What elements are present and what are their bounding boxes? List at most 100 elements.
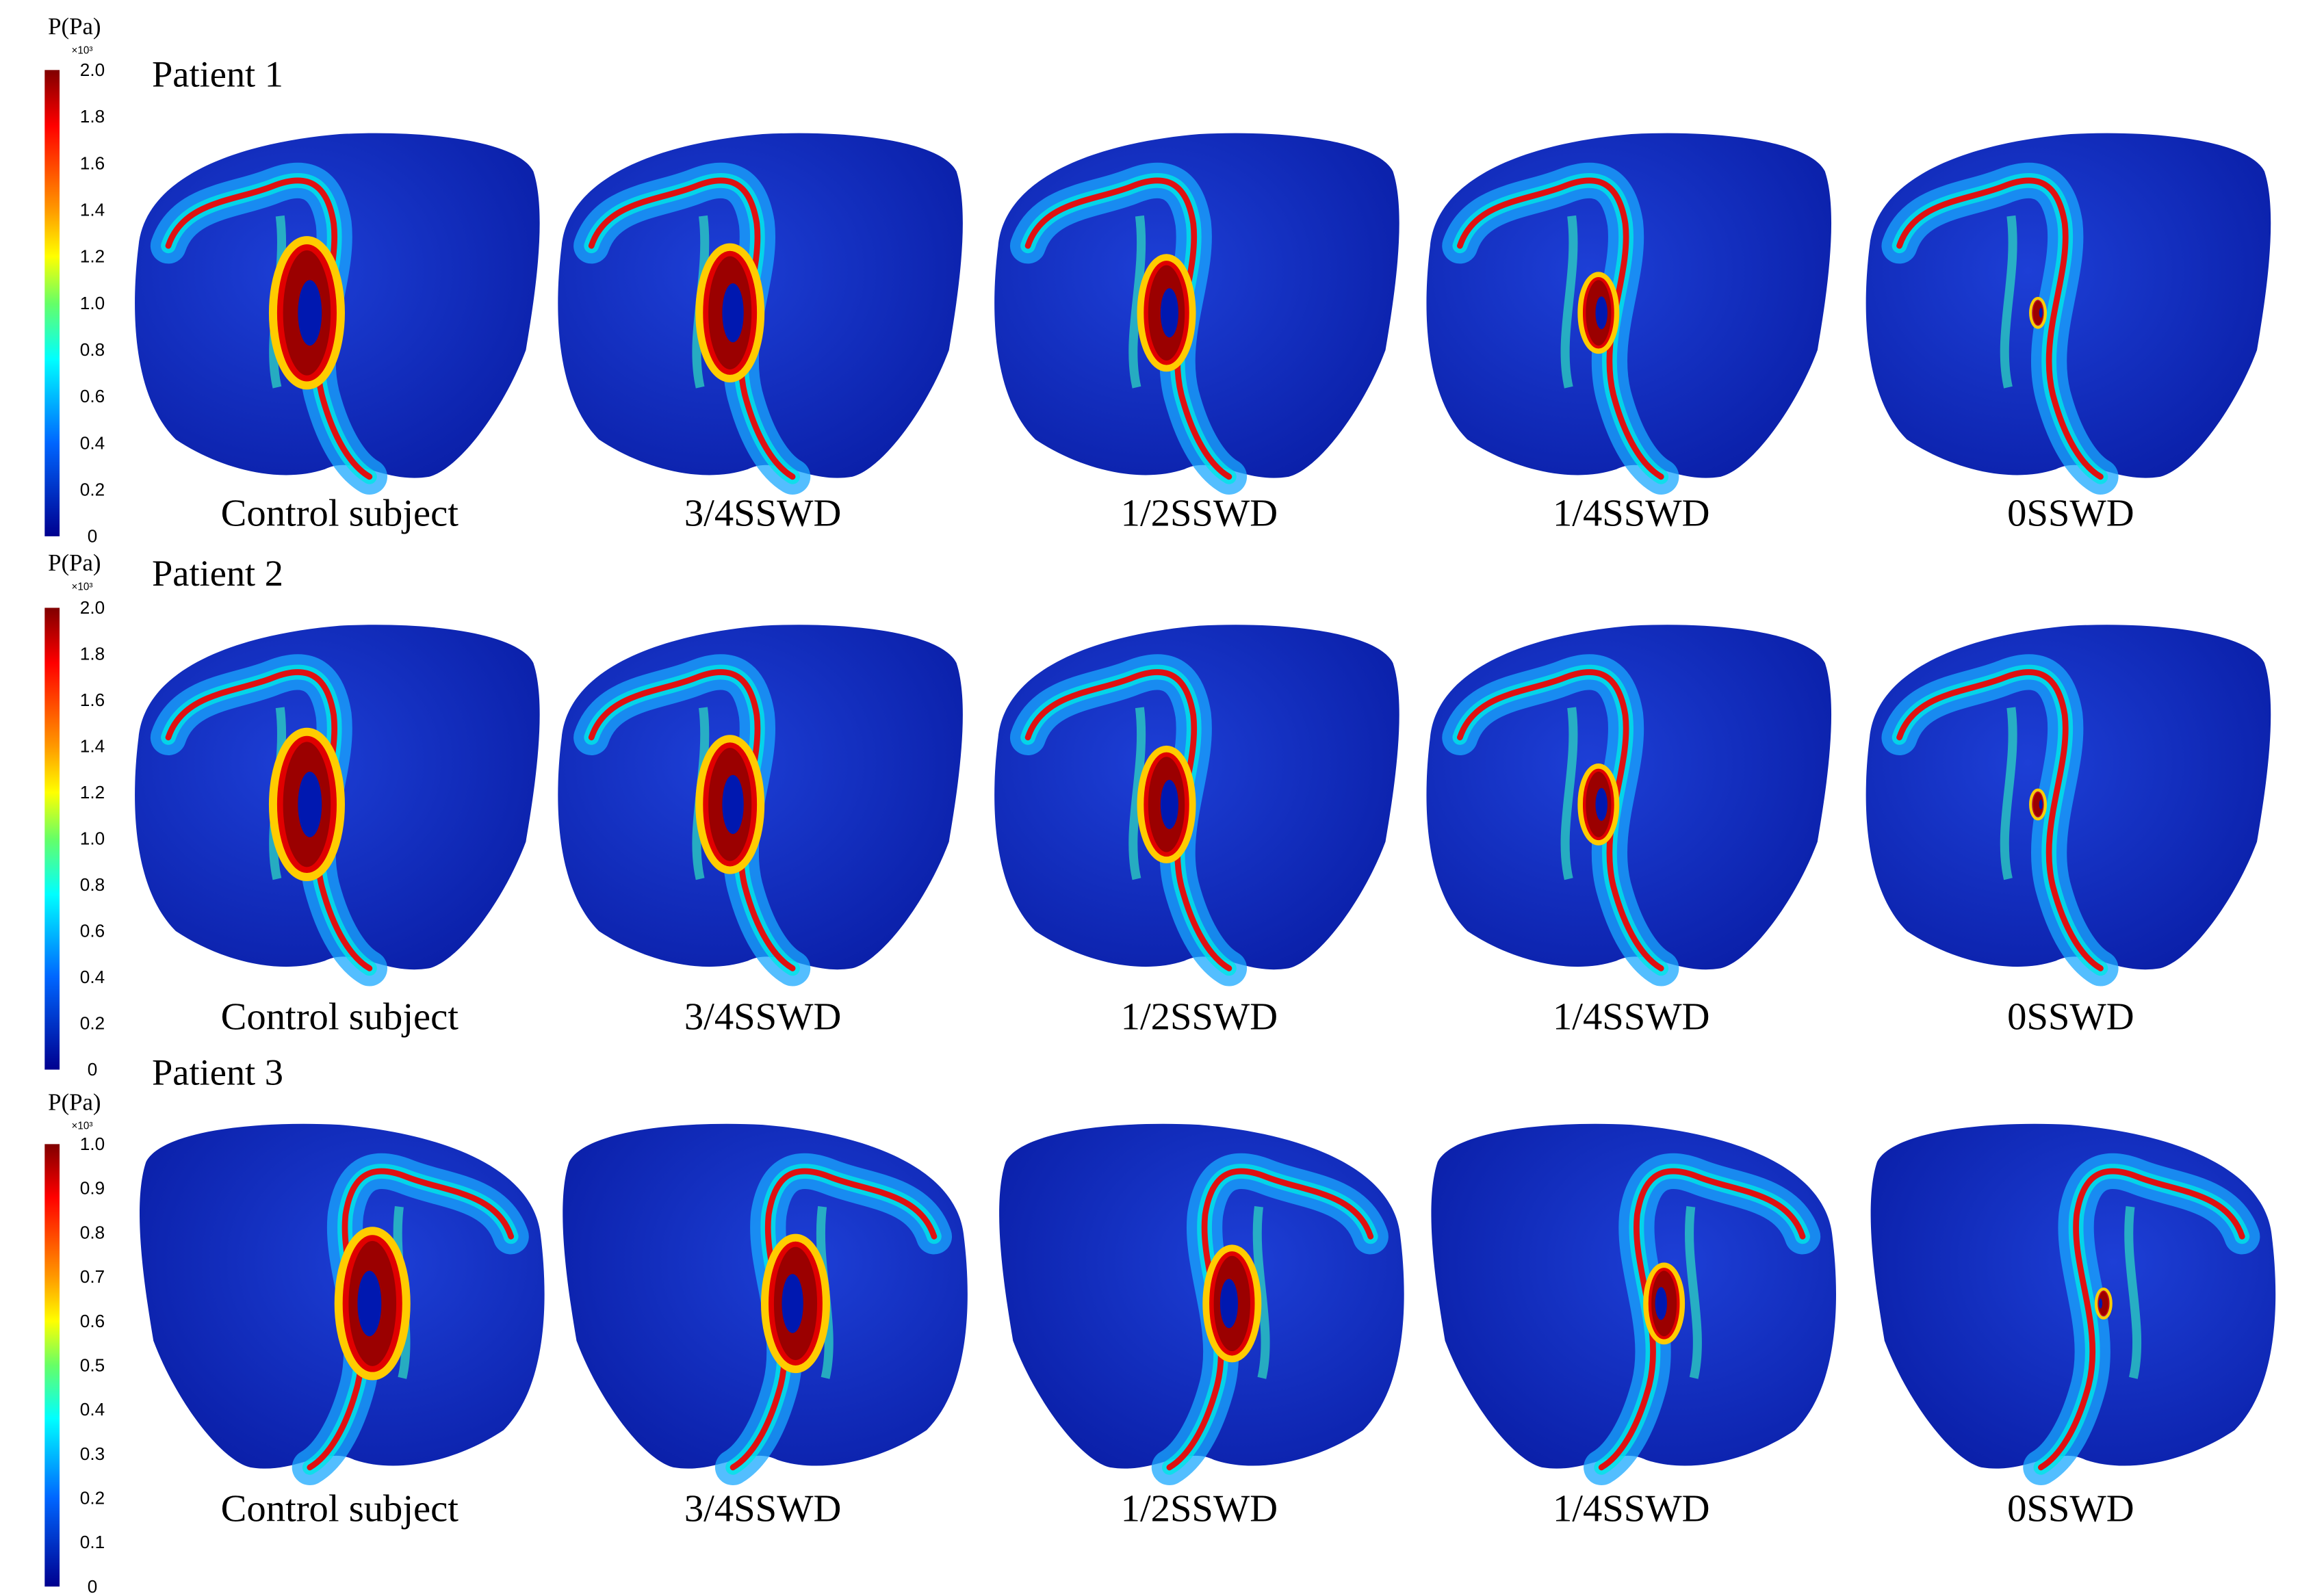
high-pressure-zone — [2029, 296, 2047, 329]
hole — [2039, 308, 2043, 318]
colorbar-tick-label: 1.0 — [80, 293, 105, 313]
high-pressure-zone — [695, 735, 765, 874]
pressure-map — [563, 1123, 968, 1486]
colorbar-tick-label: 1.0 — [80, 828, 105, 849]
pressure-edge-2 — [1128, 707, 1146, 880]
pressure-edge-2 — [1685, 1206, 1702, 1379]
pressure-map — [135, 625, 540, 987]
colorbar-tick-label: 0.4 — [80, 432, 105, 453]
pressure-edge — [165, 177, 373, 480]
hole — [2039, 799, 2043, 810]
pressure-edge-2 — [1128, 215, 1146, 389]
patient-title: Patient 3 — [152, 1051, 283, 1093]
colorbar-tick-label: 0.6 — [80, 1311, 105, 1331]
panel-caption: 1/2SSWD — [1121, 493, 1278, 535]
pressure-map — [1865, 625, 2271, 987]
colorbar-tick-label: 0.4 — [80, 967, 105, 987]
pressure-map — [994, 625, 1399, 987]
colorbar-tick-label: 0.6 — [80, 386, 105, 406]
pressure-edge — [165, 669, 373, 971]
colorbar-tick-label: 1.6 — [80, 153, 105, 173]
colorbar — [44, 607, 60, 1070]
panel-caption: 1/4SSWD — [1553, 996, 1710, 1038]
hole — [298, 771, 322, 837]
pressure-map — [1426, 625, 1832, 987]
pressure-edge — [1896, 177, 2104, 480]
colorbar-tick-label: 0.3 — [80, 1443, 105, 1464]
high-pressure-zone — [1137, 254, 1196, 372]
pressure-edge — [588, 177, 796, 480]
pressure-edge-2 — [1252, 1206, 1270, 1379]
panel-caption: 3/4SSWD — [684, 493, 842, 535]
hole — [1219, 1279, 1239, 1329]
high-pressure-core — [2097, 1290, 2110, 1317]
colorbar-tick-label: 1.4 — [80, 736, 105, 757]
pressure-edge-2 — [2000, 707, 2017, 880]
colorbar-tick-label: 0.8 — [80, 339, 105, 360]
colorbar-tick-label: 0.8 — [80, 874, 105, 895]
pressure-edge — [1457, 177, 1664, 480]
colorbar-multiplier: ×10³ — [71, 1121, 92, 1132]
high-pressure-zone — [2029, 788, 2047, 821]
hole — [1160, 288, 1178, 338]
high-pressure-zone — [1202, 1244, 1262, 1363]
colorbar-tick-label: 0 — [88, 1059, 98, 1080]
panel-caption: 1/4SSWD — [1553, 1487, 1710, 1530]
high-pressure-core — [2032, 792, 2044, 818]
high-pressure-zone — [1137, 745, 1196, 863]
colorbar — [44, 70, 60, 536]
colorbar-tick-label: 0 — [88, 526, 98, 547]
colorbar-tick-label: 1.8 — [80, 644, 105, 664]
hole — [1595, 787, 1608, 821]
high-pressure-zone — [695, 243, 765, 382]
colorbar-tick-label: 1.6 — [80, 690, 105, 710]
hole — [2098, 1298, 2103, 1309]
colorbar-tick-label: 2.0 — [80, 597, 105, 618]
pressure-edge — [1166, 1168, 1374, 1471]
panel-caption: 1/4SSWD — [1553, 493, 1710, 535]
hole — [1595, 296, 1608, 330]
panel-caption: 3/4SSWD — [684, 996, 842, 1038]
pressure-map — [994, 133, 1399, 495]
pressure-edge-2 — [1560, 707, 1578, 880]
pressure-map — [135, 133, 540, 495]
colorbar-tick-label: 0 — [88, 1576, 98, 1594]
pressure-edge-2 — [1560, 215, 1578, 389]
colorbar-tick-label: 1.8 — [80, 106, 105, 127]
panel-caption: Control subject — [221, 493, 459, 535]
pressure-edge — [2038, 1168, 2245, 1471]
panel-caption: 0SSWD — [2007, 493, 2134, 535]
colorbar-multiplier: ×10³ — [71, 44, 92, 56]
panel-caption: 1/2SSWD — [1121, 996, 1278, 1038]
colorbar-tick-label: 0.2 — [80, 1487, 105, 1508]
colorbar-unit: P(Pa) — [48, 13, 101, 40]
hole — [722, 774, 744, 835]
pressure-edge — [1896, 669, 2104, 971]
colorbar-tick-label: 1.0 — [80, 1134, 105, 1154]
pressure-edge — [1598, 1168, 1806, 1471]
pressure-map — [999, 1123, 1404, 1486]
colorbar-tick-label: 0.2 — [80, 479, 105, 499]
colorbar-tick-label: 0.8 — [80, 1222, 105, 1242]
pressure-edge-2 — [2000, 215, 2017, 389]
pressure-edge — [730, 1168, 938, 1471]
hole — [357, 1270, 382, 1337]
colorbar-unit: P(Pa) — [48, 549, 101, 576]
high-pressure-zone — [334, 1227, 411, 1381]
pressure-edge — [1024, 177, 1232, 480]
hole — [298, 280, 322, 346]
pressure-edge — [1024, 669, 1232, 971]
patient-title: Patient 2 — [152, 552, 283, 594]
pressure-map — [1426, 133, 1832, 495]
panel-caption: 0SSWD — [2007, 1487, 2134, 1530]
pressure-map — [140, 1123, 545, 1486]
high-pressure-core — [2032, 300, 2044, 326]
high-pressure-zone — [2094, 1288, 2113, 1320]
colorbar-tick-label: 1.4 — [80, 200, 105, 220]
pressure-edge-2 — [2124, 1206, 2142, 1379]
colorbar-tick-label: 1.2 — [80, 782, 105, 802]
pressure-edge — [307, 1168, 515, 1471]
colorbar-tick-label: 2.0 — [80, 60, 105, 80]
pressure-edge — [588, 669, 796, 971]
